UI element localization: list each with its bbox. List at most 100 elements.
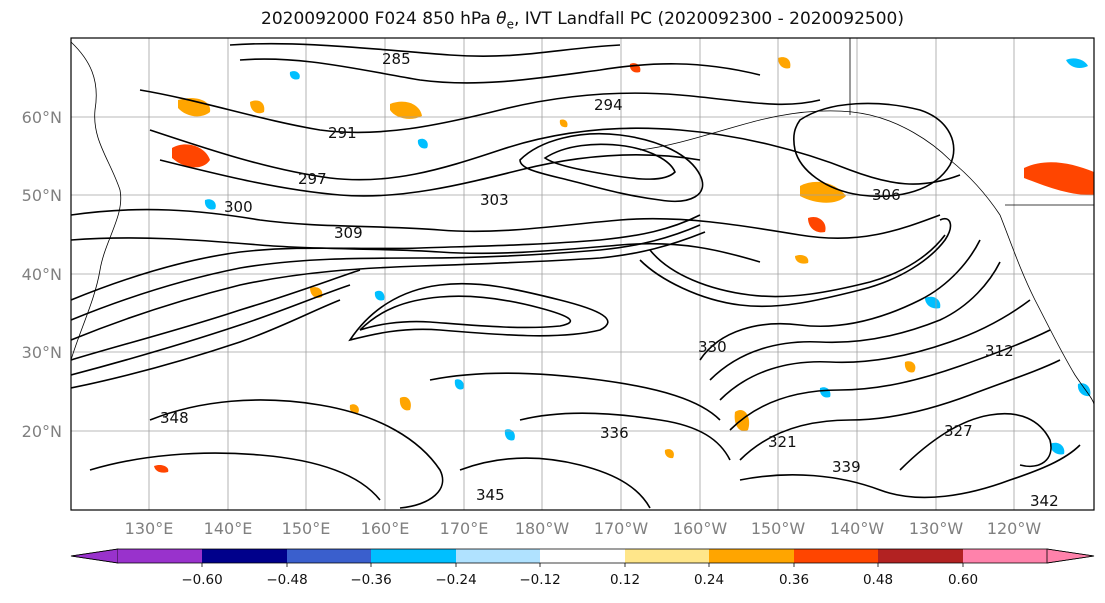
contour-line — [139, 89, 821, 134]
theta-e-contours — [71, 42, 1081, 509]
contour-line — [649, 234, 946, 298]
colorbar-segment — [456, 549, 540, 563]
colorbar-tick-label: −0.60 — [181, 572, 222, 588]
lon-label: 150°E — [282, 519, 331, 538]
colorbar-segment — [963, 549, 1047, 563]
contour-line — [71, 214, 701, 301]
contour-line — [229, 42, 621, 57]
contour-label: 291 — [328, 124, 357, 142]
contour-line — [359, 295, 572, 331]
contour-line — [739, 359, 1061, 461]
lat-label-20n: 20°N — [22, 422, 62, 441]
anomaly-patch — [390, 101, 422, 119]
contour-label: 285 — [382, 50, 411, 68]
anomaly-patch — [454, 379, 464, 390]
lat-label-40n: 40°N — [22, 265, 62, 284]
colorbar-segment — [878, 549, 963, 563]
lat-label-50n: 50°N — [22, 186, 62, 205]
contour-line — [429, 372, 721, 421]
lon-label: 140°W — [830, 519, 885, 538]
contour-line — [159, 153, 701, 197]
colorbar-extend-low — [70, 548, 119, 564]
anomaly-patch — [504, 429, 515, 441]
contour-label: 348 — [160, 409, 189, 427]
lon-label: 180°W — [515, 519, 570, 538]
colorbar-segment — [709, 549, 794, 563]
colorbar-tick-label: 0.60 — [948, 572, 978, 588]
contour-line — [729, 329, 1051, 431]
contour-labels: 285 291 294 297 300 303 306 309 312 321 … — [160, 50, 1059, 510]
colorbar-segment — [794, 549, 878, 563]
anomaly-patch — [250, 100, 265, 114]
colorbar-segment — [202, 549, 287, 563]
chart-title: 2020092000 F024 850 hPa θe, IVT Landfall… — [0, 9, 1105, 31]
lon-label: 150°W — [751, 519, 806, 538]
anomaly-patch — [734, 410, 750, 432]
lon-label: 140°E — [204, 519, 253, 538]
contour-line — [543, 143, 676, 180]
lon-label: 160°E — [361, 519, 410, 538]
contour-line — [71, 269, 361, 361]
anomaly-patch — [904, 361, 916, 373]
anomaly-patch — [204, 199, 216, 210]
anomaly-patch — [417, 138, 428, 149]
anomaly-patch — [172, 144, 210, 168]
contour-label: 300 — [224, 198, 253, 216]
title-theta-subscript: e — [506, 17, 514, 32]
lon-label: 160°W — [673, 519, 728, 538]
lon-label: 120°W — [987, 519, 1042, 538]
anomaly-patch — [399, 396, 411, 411]
anomaly-patch — [1024, 162, 1094, 196]
map-frame — [70, 37, 1095, 511]
contour-label: 336 — [600, 424, 629, 442]
contour-line — [239, 58, 761, 84]
contour-line — [71, 224, 701, 321]
asia-coastline — [71, 41, 122, 361]
anomaly-patch — [349, 404, 359, 414]
contour-line — [519, 412, 731, 461]
contour-line — [348, 282, 609, 342]
anomaly-patch — [1066, 58, 1088, 68]
contour-label: 342 — [1030, 492, 1059, 510]
lon-label: 130°E — [125, 519, 174, 538]
colorbar: −0.60 −0.48 −0.36 −0.24 −0.12 0.12 0.24 … — [70, 548, 1095, 588]
north-america-coastline — [999, 214, 1094, 406]
anomaly-patch — [664, 449, 674, 459]
contour-line — [739, 444, 1081, 499]
colorbar-ticks — [201, 563, 964, 567]
colorbar-extend-high — [1046, 548, 1095, 564]
contour-line — [71, 231, 706, 341]
contour-line — [71, 237, 761, 263]
lat-label-60n: 60°N — [22, 108, 62, 127]
colorbar-tick-label: −0.36 — [350, 572, 391, 588]
colorbar-tick-label: 0.36 — [779, 572, 809, 588]
contour-label: 339 — [832, 458, 861, 476]
contour-line — [719, 299, 1031, 401]
colorbar-tick-label: 0.24 — [694, 572, 724, 588]
contour-line — [459, 457, 651, 509]
title-theta-symbol: θ — [496, 9, 507, 29]
anomaly-patch — [1050, 442, 1065, 455]
contour-label: 327 — [944, 422, 973, 440]
contour-label: 345 — [476, 486, 505, 504]
colorbar-segment — [287, 549, 371, 563]
graticule — [71, 38, 1094, 510]
contour-label: 330 — [698, 338, 727, 356]
lon-label: 170°E — [440, 519, 489, 538]
title-prefix: 2020092000 F024 850 hPa — [261, 9, 497, 29]
contour-label: 309 — [334, 224, 363, 242]
anomaly-patch — [925, 296, 941, 309]
latitude-labels: 60°N 50°N 40°N 30°N 20°N — [22, 108, 62, 441]
colorbar-outline — [70, 548, 1095, 564]
colorbar-tick-label: −0.12 — [519, 572, 560, 588]
anomaly-patch — [374, 290, 385, 301]
contour-line — [519, 132, 704, 202]
anomaly-patch — [778, 57, 791, 69]
contour-line — [793, 102, 955, 198]
contour-label: 312 — [985, 342, 1014, 360]
colorbar-segment — [540, 549, 625, 563]
contour-label: 294 — [594, 96, 623, 114]
contour-line — [89, 452, 381, 501]
anomaly-fill-patches — [154, 57, 1094, 473]
